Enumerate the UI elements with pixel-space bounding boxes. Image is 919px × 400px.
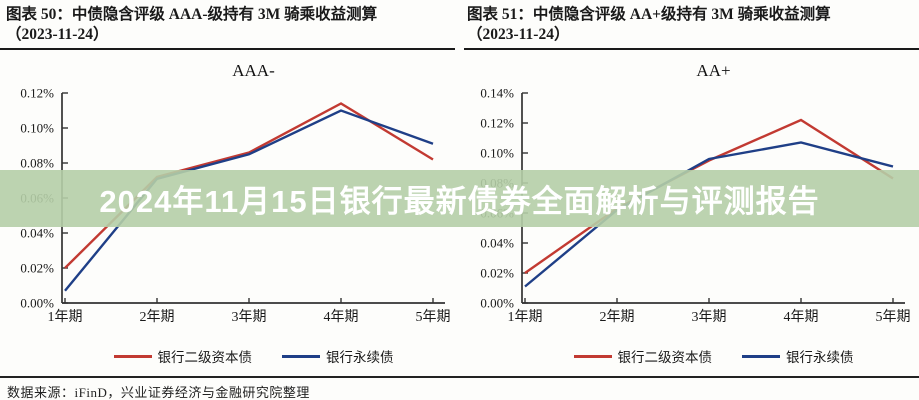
legend-line-swatch bbox=[113, 354, 152, 358]
figure-50-header-line2: （2023-11-24） bbox=[6, 26, 109, 44]
legend-entry: 银行永续债 bbox=[742, 346, 854, 366]
legend-label: 银行二级资本债 bbox=[157, 350, 253, 365]
figure-51-header: 图表 51：中债隐含评级 AA+级持有 3M 骑乘收益测算 （2023-11-2… bbox=[464, 3, 919, 51]
legend-line-swatch bbox=[742, 354, 780, 358]
footer: 数据来源：iFinD，兴业证券经济与金融研究院整理 bbox=[0, 376, 919, 400]
y-tick-label: 0.10% bbox=[480, 146, 514, 161]
x-tick-label: 5年期 bbox=[416, 309, 451, 325]
x-tick-label: 4年期 bbox=[324, 309, 359, 325]
chart-legend-aa-plus: 银行二级资本债 银行永续债 bbox=[522, 346, 905, 366]
x-tick-label: 2年期 bbox=[600, 309, 635, 325]
y-tick-label: 0.00% bbox=[20, 296, 54, 311]
legend-label: 银行二级资本债 bbox=[617, 350, 713, 365]
x-tick-label: 4年期 bbox=[784, 309, 819, 325]
y-tick-label: 0.00% bbox=[480, 296, 514, 311]
x-tick-label: 3年期 bbox=[692, 309, 727, 325]
chart-legend-aaa-minus: 银行二级资本债 银行永续债 bbox=[62, 346, 445, 366]
x-tick-label: 2年期 bbox=[140, 309, 175, 325]
y-tick-label: 0.04% bbox=[20, 226, 54, 241]
chart-title-aaa-minus: AAA- bbox=[232, 61, 275, 80]
legend-entry: 银行永续债 bbox=[282, 346, 394, 366]
y-tick-label: 0.04% bbox=[480, 236, 514, 251]
y-tick-label: 0.12% bbox=[480, 116, 514, 131]
series-line bbox=[524, 141, 894, 288]
series-line bbox=[524, 118, 894, 274]
figure-50-header-line1: 图表 50：中债隐含评级 AAA-级持有 3M 骑乘收益测算 bbox=[6, 6, 378, 23]
x-tick-label: 3年期 bbox=[232, 309, 267, 325]
legend-line-swatch bbox=[282, 354, 320, 358]
data-source-note: 数据来源：iFinD，兴业证券经济与金融研究院整理 bbox=[7, 385, 310, 400]
y-tick-label: 0.02% bbox=[480, 266, 514, 281]
y-tick-label: 0.10% bbox=[20, 121, 54, 136]
x-tick-label: 1年期 bbox=[48, 309, 83, 325]
overlay-banner: 2024年11月15日银行最新债券全面解析与评测报告 bbox=[0, 170, 919, 227]
banner-title: 2024年11月15日银行最新债券全面解析与评测报告 bbox=[99, 184, 820, 219]
legend-label: 银行永续债 bbox=[326, 350, 394, 365]
y-tick-label: 0.12% bbox=[20, 86, 54, 101]
legend-label: 银行永续债 bbox=[786, 350, 854, 365]
y-tick-label: 0.14% bbox=[480, 86, 514, 101]
legend-entry: 银行二级资本债 bbox=[573, 346, 713, 366]
y-tick-label: 0.02% bbox=[20, 261, 54, 276]
legend-entry: 银行二级资本债 bbox=[113, 346, 253, 366]
chart-title-aa-plus: AA+ bbox=[696, 61, 731, 80]
figure-50-header: 图表 50：中债隐含评级 AAA-级持有 3M 骑乘收益测算 （2023-11-… bbox=[0, 3, 455, 51]
x-tick-label: 1年期 bbox=[508, 309, 543, 325]
legend-line-swatch bbox=[573, 354, 612, 358]
figure-51-header-line1: 图表 51：中债隐含评级 AA+级持有 3M 骑乘收益测算 bbox=[467, 6, 831, 23]
figure-51-header-line2: （2023-11-24） bbox=[467, 26, 570, 44]
x-tick-label: 5年期 bbox=[876, 309, 911, 325]
y-tick-label: 0.08% bbox=[20, 156, 54, 171]
